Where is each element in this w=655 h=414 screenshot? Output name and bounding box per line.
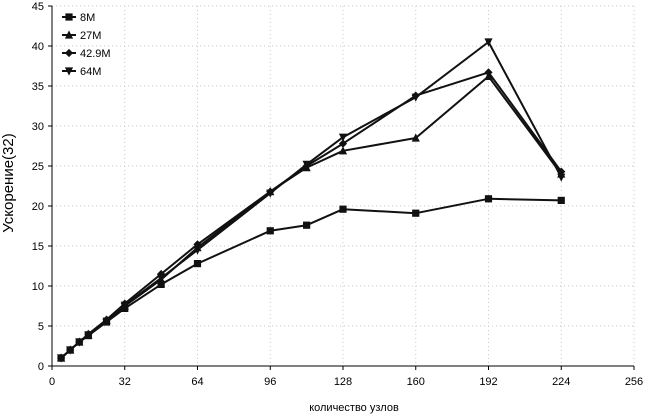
data-point [411, 133, 420, 142]
data-point [193, 246, 202, 255]
y-tick-label: 20 [32, 201, 44, 213]
y-axis-label: Ускорение(32) [0, 133, 17, 232]
data-point [266, 189, 275, 198]
data-point [339, 205, 347, 213]
data-point [338, 133, 348, 142]
y-tick-label: 40 [32, 41, 44, 53]
y-tick-label: 15 [32, 241, 44, 253]
series-2 [56, 71, 566, 362]
data-point [56, 354, 66, 363]
series-3 [56, 68, 566, 363]
series-line [60, 75, 563, 359]
legend-item: 42.9M [62, 48, 111, 60]
data-point [484, 38, 493, 47]
data-point [303, 221, 311, 229]
y-tick-label: 30 [32, 121, 44, 133]
legend-label: 42.9M [80, 48, 111, 60]
grid [52, 5, 635, 366]
legend: 8M 27M 42.9M 64M [62, 12, 111, 78]
data-point [102, 317, 111, 326]
data-point [412, 209, 420, 217]
y-tick-label: 35 [32, 81, 44, 93]
x-tick-label: 192 [479, 376, 497, 388]
x-tick-label: 0 [49, 376, 55, 388]
data-point [338, 146, 348, 155]
series-4 [56, 38, 566, 363]
legend-marker [65, 13, 73, 21]
x-tick-label: 96 [264, 376, 276, 388]
y-tick-label: 25 [32, 161, 44, 173]
y-tick-label: 10 [32, 281, 44, 293]
data-point [157, 274, 166, 283]
data-point [84, 331, 93, 340]
tick-labels: 0 5 10 15 20 25 30 35 40 45 0 32 64 96 128 160 192 224 256 [32, 1, 643, 388]
legend-label: 8M [80, 12, 95, 24]
data-point [120, 301, 129, 310]
data-point [302, 160, 311, 169]
series-line [60, 71, 563, 359]
legend-item: 8M [62, 12, 95, 24]
series-line [60, 197, 562, 359]
x-tick-label: 224 [552, 376, 570, 388]
x-axis-label: количество узлов [309, 402, 399, 414]
x-tick-label: 160 [407, 376, 425, 388]
y-tick-label: 45 [32, 1, 44, 13]
y-tick-label: 0 [38, 361, 44, 373]
data-point [484, 68, 493, 77]
data-point [338, 139, 348, 148]
legend-marker [64, 30, 74, 39]
legend-item: 64M [62, 66, 101, 78]
data-point [557, 173, 566, 182]
data-point [66, 346, 75, 355]
x-tick-label: 128 [334, 376, 352, 388]
legend-marker [64, 48, 74, 58]
x-tick-label: 256 [625, 376, 643, 388]
series [56, 38, 566, 363]
y-tick-label: 5 [38, 321, 44, 333]
data-point [157, 280, 165, 288]
legend-label: 64M [80, 66, 101, 78]
x-tick-label: 64 [191, 376, 203, 388]
data-point [557, 196, 565, 204]
legend-item: 27M [62, 30, 101, 42]
data-point [193, 260, 202, 268]
legend-marker [64, 67, 74, 76]
data-point [484, 195, 493, 203]
data-point [266, 227, 274, 235]
x-tick-label: 32 [119, 376, 131, 388]
data-point [411, 93, 420, 102]
data-point [75, 338, 84, 347]
legend-label: 27M [80, 30, 101, 42]
